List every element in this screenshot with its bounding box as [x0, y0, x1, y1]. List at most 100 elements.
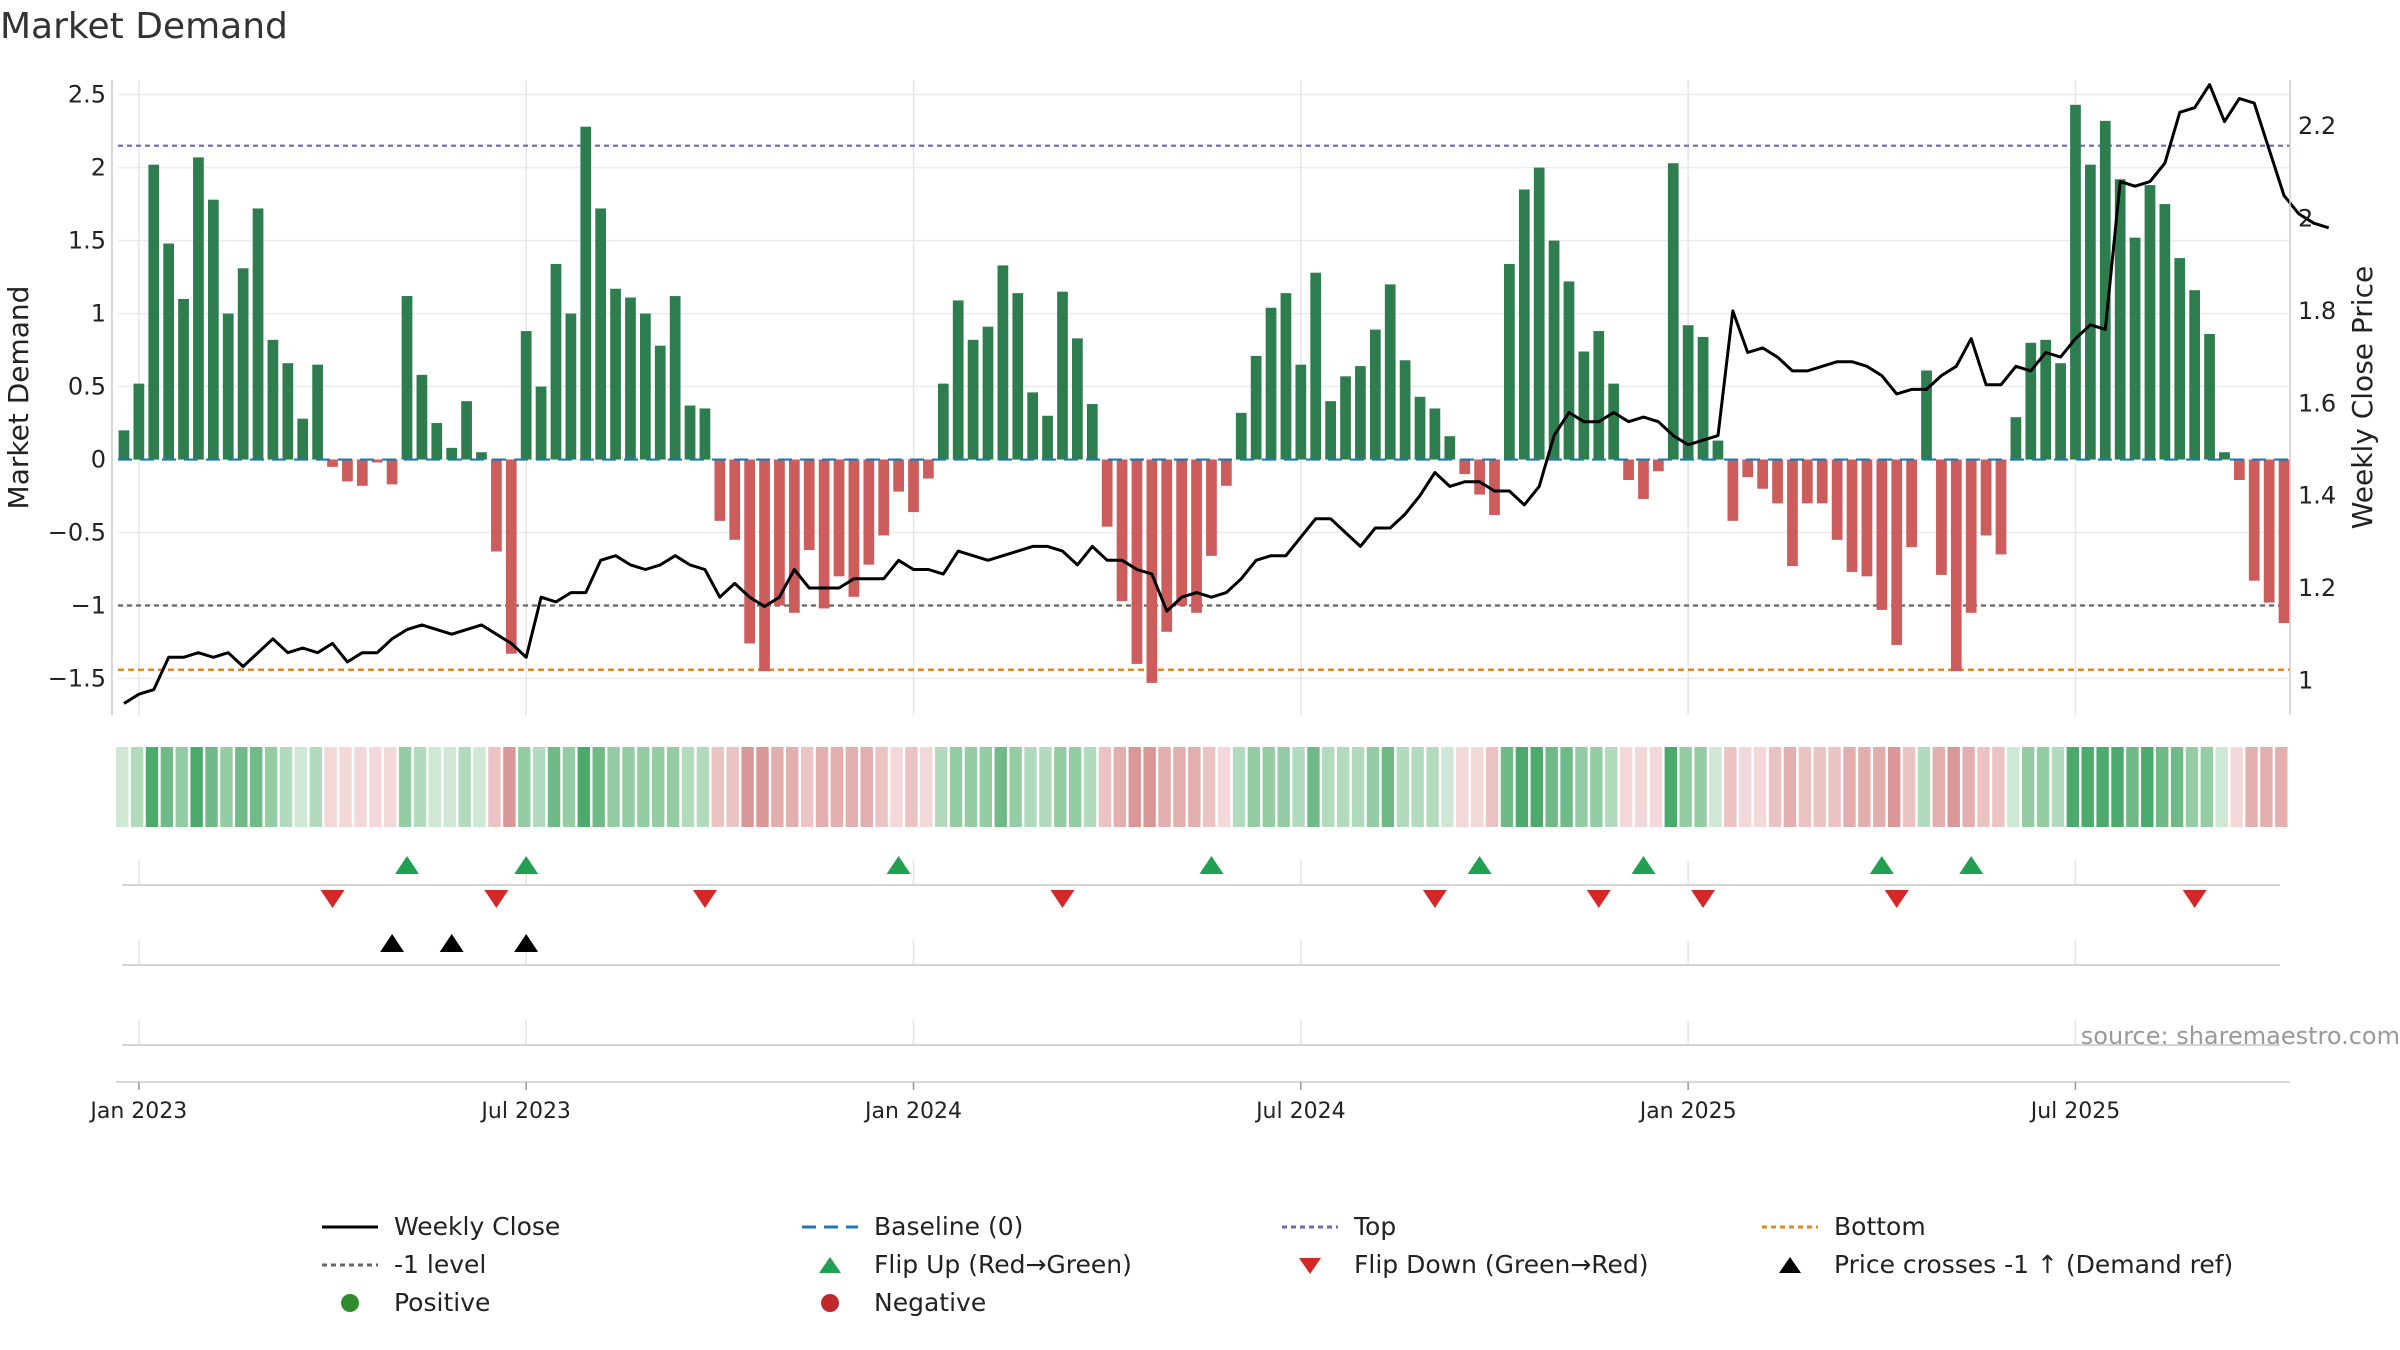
dashed-line-icon — [802, 1225, 858, 1228]
y-tick-label: 2 — [91, 154, 106, 182]
demand-bar — [2129, 237, 2141, 460]
heat-cell — [116, 747, 129, 827]
heat-cell — [830, 747, 844, 827]
heat-cell — [2260, 747, 2273, 827]
legend-weekly-close: Weekly Close — [320, 1212, 560, 1241]
heat-cell — [458, 747, 471, 827]
heat-cell — [577, 747, 590, 827]
dotted-line-icon — [1282, 1225, 1338, 1228]
heat-cell — [339, 747, 352, 827]
demand-bar — [625, 297, 636, 460]
heat-cell — [1292, 747, 1305, 827]
flip-up-marker — [514, 856, 539, 874]
heat-cell — [1232, 747, 1246, 827]
legend-label: Flip Up (Red→Green) — [874, 1250, 1132, 1279]
heat-cell — [2200, 747, 2214, 827]
demand-bar — [2189, 290, 2201, 460]
demand-bar — [252, 208, 264, 460]
demand-bar — [580, 126, 592, 460]
x-tick-label: Jul 2024 — [1254, 1099, 1346, 1124]
y-tick-label: 1.5 — [68, 227, 106, 255]
dotted-line-icon — [322, 1263, 378, 1266]
demand-bar — [1191, 459, 1202, 613]
heat-cell — [1188, 747, 1201, 827]
demand-bar — [684, 405, 696, 460]
heat-cell — [1500, 747, 1514, 827]
demand-bar — [1444, 436, 1456, 460]
x-axis: Jan 2023 Jul 2023 Jan 2024 Jul 2024 Jan 2025… — [88, 1081, 2290, 1124]
demand-bar — [148, 164, 160, 460]
y2-tick-label: 1.4 — [2298, 482, 2336, 510]
heat-cell — [1977, 747, 1990, 827]
demand-bar — [2025, 342, 2037, 460]
demand-bar — [997, 265, 1009, 460]
heat-cell — [1262, 747, 1275, 827]
price-cross-marker — [439, 934, 464, 952]
demand-bar — [431, 423, 443, 460]
heat-cell — [1709, 747, 1722, 827]
heat-cell — [1351, 747, 1365, 827]
triangle-down-icon — [1299, 1257, 1321, 1274]
demand-bar — [1995, 459, 2007, 555]
demand-bar — [908, 459, 919, 513]
demand-bar — [1146, 459, 1158, 683]
heat-cell — [1396, 747, 1409, 827]
demand-bar — [207, 199, 219, 460]
legend-label: Negative — [874, 1288, 987, 1317]
heat-cell — [205, 747, 218, 827]
demand-bar — [193, 157, 204, 460]
demand-bar — [1950, 459, 1962, 672]
demand-bar — [1384, 284, 1396, 460]
demand-bar — [1325, 401, 1336, 460]
heat-cell — [294, 747, 308, 827]
heat-cell — [1128, 747, 1141, 827]
demand-bar — [2099, 120, 2111, 460]
legend: Weekly Close Baseline (0) Top Bottom -1 … — [320, 1212, 2280, 1332]
heat-cell — [279, 747, 293, 827]
demand-bar — [163, 243, 175, 460]
legend-negative: Negative — [800, 1288, 986, 1317]
demand-bar — [2263, 459, 2275, 603]
heat-cell — [890, 747, 903, 827]
heat-cell — [666, 747, 680, 827]
heat-cell — [250, 747, 263, 827]
heat-cell — [1694, 747, 1707, 827]
heat-cell — [1530, 747, 1543, 827]
triangle-up-icon — [1779, 1256, 1801, 1273]
flip-up-marker — [1199, 856, 1224, 874]
heat-cell — [1575, 747, 1588, 827]
heat-cell — [2170, 747, 2184, 827]
heat-cell — [1143, 747, 1156, 827]
flip-up-marker — [395, 856, 420, 874]
heat-cell — [1024, 747, 1037, 827]
heat-cell — [413, 747, 427, 827]
triangle-up-icon — [819, 1256, 841, 1273]
flip-up-marker — [1869, 856, 1894, 874]
demand-bar — [893, 459, 904, 492]
legend-label: Bottom — [1834, 1212, 1926, 1241]
heat-cell — [1307, 747, 1320, 827]
demand-bar — [1712, 440, 1724, 460]
demand-bar — [1980, 459, 1992, 536]
legend-label: Price crosses -1 ↑ (Demand ref) — [1834, 1250, 2234, 1279]
heat-cell — [1873, 747, 1886, 827]
demand-bar — [1265, 307, 1277, 460]
demand-bar — [1965, 459, 1977, 613]
chart-title: Market Demand — [0, 6, 288, 47]
heat-cell — [1605, 747, 1618, 827]
demand-bar — [1861, 459, 1873, 577]
y-tick-label: 1 — [91, 300, 106, 328]
heat-cell — [756, 747, 769, 827]
flip-down-marker — [1691, 890, 1716, 908]
demand-bar — [118, 430, 130, 460]
y-tick-label: −1.5 — [48, 665, 106, 693]
heat-cell — [1411, 747, 1424, 827]
demand-bar — [2070, 104, 2081, 460]
demand-bar — [967, 339, 979, 460]
demand-bar — [178, 298, 189, 460]
heat-cell — [652, 747, 665, 827]
heat-cell — [2111, 747, 2124, 827]
heat-cell — [1992, 747, 2005, 827]
heat-cell — [547, 747, 561, 827]
